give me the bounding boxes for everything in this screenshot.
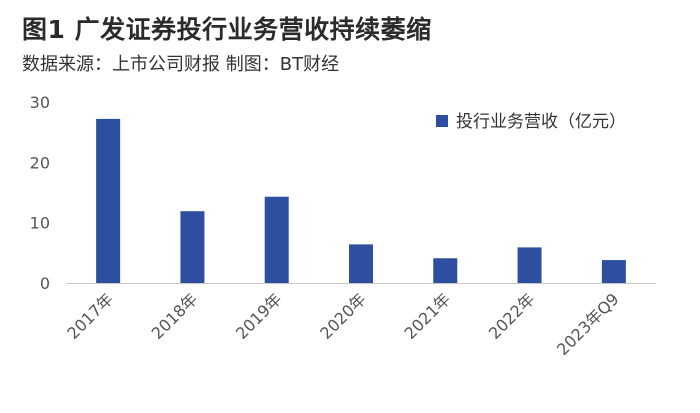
chart-title: 图1 广发证券投行业务营收持续萎缩 <box>22 15 432 44</box>
x-tick-label: 2018年 <box>148 289 202 343</box>
bar <box>96 118 121 283</box>
bar <box>601 260 626 283</box>
y-axis: 0 10 20 30 <box>30 93 50 293</box>
y-tick-label: 0 <box>40 274 50 293</box>
bars <box>96 118 626 283</box>
x-tick-label: 2017年 <box>63 289 117 343</box>
chart-subtitle: 数据来源：上市公司财报 制图：BT财经 <box>22 54 340 75</box>
bar <box>433 258 458 283</box>
legend-label: 投行业务营收（亿元） <box>456 112 626 132</box>
x-axis: 2017年 2018年 2019年 2020年 2021年 2022年 2023年Q9 <box>63 289 622 359</box>
x-tick-label: 2021年 <box>401 289 455 343</box>
bar <box>180 211 205 283</box>
y-tick-label: 10 <box>30 214 50 233</box>
legend-swatch <box>436 115 448 127</box>
legend: 投行业务营收（亿元） <box>436 112 626 132</box>
bar <box>264 196 289 283</box>
y-tick-label: 20 <box>30 153 50 172</box>
x-tick-label: 2020年 <box>316 289 370 343</box>
x-tick-label: 2022年 <box>485 289 539 343</box>
x-tick-label: 2023年Q9 <box>553 289 623 359</box>
y-tick-label: 30 <box>30 93 50 112</box>
bar <box>517 247 542 283</box>
x-tick-label: 2019年 <box>232 289 286 343</box>
bar <box>349 244 373 283</box>
